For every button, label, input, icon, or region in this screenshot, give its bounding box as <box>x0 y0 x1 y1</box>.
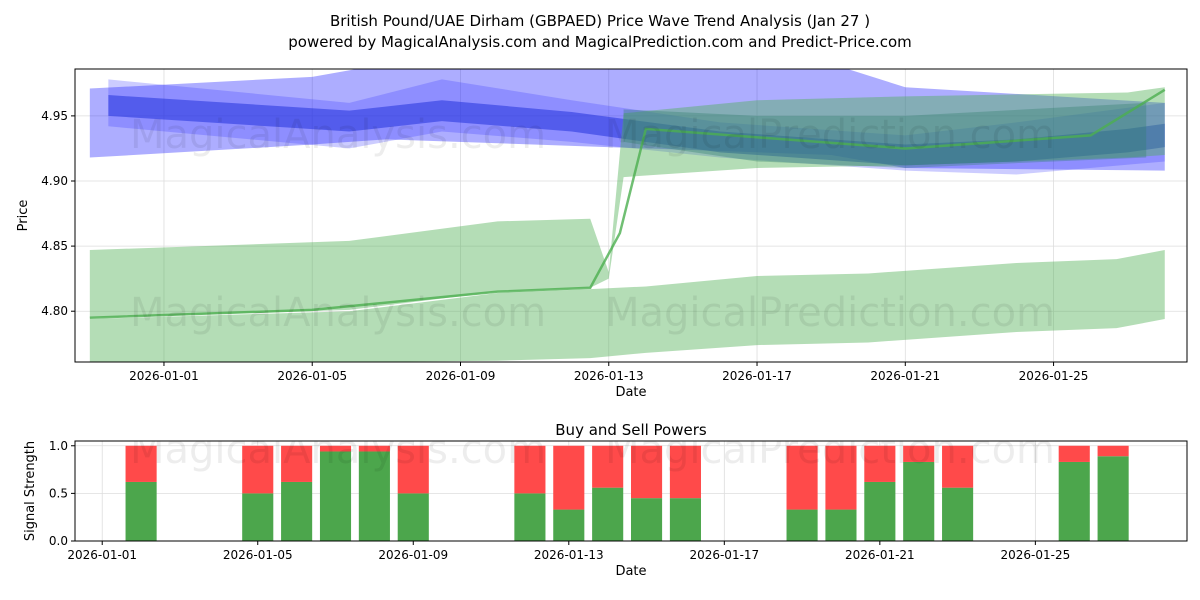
x-tick-label: 2026-01-17 <box>722 369 792 383</box>
x-tick-label: 2026-01-25 <box>1019 369 1089 383</box>
sell-bar <box>125 445 157 482</box>
sell-bar <box>397 445 429 494</box>
band-green-lower <box>89 250 1165 362</box>
buy-bar <box>242 493 274 541</box>
y-tick-label: 0.5 <box>49 486 68 500</box>
watermark: MagicalAnalysis.com <box>130 427 546 473</box>
y-axis-label: Signal Strength <box>23 441 38 541</box>
band-green-overlap <box>623 102 1147 168</box>
sell-bar <box>319 445 352 452</box>
sell-bar <box>358 445 390 452</box>
sell-bar <box>281 445 313 482</box>
y-tick-label: 4.90 <box>41 174 68 188</box>
axes-frame <box>74 68 1188 363</box>
chart-title: British Pound/UAE Dirham (GBPAED) Price … <box>330 12 870 30</box>
y-axis-label: Price <box>16 200 31 232</box>
watermark: MagicalPrediction.com <box>605 112 1055 158</box>
watermark: MagicalAnalysis.com <box>130 290 546 336</box>
watermark: MagicalPrediction.com <box>605 427 1055 473</box>
x-tick-label: 2026-01-05 <box>223 548 293 562</box>
x-tick-label: 2026-01-21 <box>845 548 915 562</box>
sell-bar <box>242 445 274 494</box>
buy-bar <box>514 493 546 541</box>
x-tick-label: 2026-01-13 <box>534 548 604 562</box>
x-axis-label: Date <box>615 564 646 579</box>
sell-bar <box>1097 445 1129 457</box>
buy-bar <box>592 487 624 541</box>
y-tick-label: 4.95 <box>41 109 68 123</box>
sell-bar <box>553 445 585 510</box>
x-tick-label: 2026-01-01 <box>129 369 199 383</box>
buy-bar <box>669 498 701 541</box>
x-tick-label: 2026-01-21 <box>870 369 940 383</box>
sell-bar <box>786 445 818 510</box>
line-green-trend <box>89 88 1166 319</box>
x-axis-label: Date <box>615 385 646 400</box>
band-green-upper <box>89 87 1165 318</box>
sell-bar <box>903 445 935 462</box>
x-tick-label: 2026-01-17 <box>689 548 759 562</box>
watermark: MagicalPrediction.com <box>605 290 1055 336</box>
buy-bar <box>864 481 896 541</box>
y-tick-label: 4.80 <box>41 304 68 318</box>
buy-bar <box>786 509 818 541</box>
subplot-title: Buy and Sell Powers <box>555 421 707 439</box>
buy-bar <box>1058 461 1090 541</box>
watermark: MagicalAnalysis.com <box>130 112 546 158</box>
buy-bar <box>125 481 157 541</box>
sell-bar <box>669 445 701 499</box>
x-tick-label: 2026-01-25 <box>1000 548 1070 562</box>
y-tick-label: 1.0 <box>49 439 68 453</box>
plot-area: MagicalAnalysis.com MagicalPrediction.com… <box>89 69 1166 362</box>
buy-bar <box>631 498 663 541</box>
buy-bar <box>942 487 974 541</box>
sell-bar <box>864 445 896 482</box>
y-tick-label: 4.85 <box>41 239 68 253</box>
sell-bar <box>592 445 624 488</box>
sell-bar <box>631 445 663 499</box>
sell-bar <box>514 445 546 494</box>
plot-area: MagicalAnalysis.com MagicalPrediction.com <box>125 427 1129 541</box>
sell-bar <box>1058 445 1090 462</box>
sell-bar <box>825 445 857 510</box>
buy-bar <box>1097 456 1129 541</box>
x-tick-label: 2026-01-01 <box>67 548 137 562</box>
buy-bar <box>397 493 429 541</box>
axes-frame <box>74 440 1188 542</box>
buy-bar <box>553 509 585 541</box>
buy-bar <box>319 451 352 541</box>
buy-bar <box>825 509 857 541</box>
x-tick-label: 2026-01-05 <box>277 369 347 383</box>
chart-subtitle: powered by MagicalAnalysis.com and Magic… <box>288 33 912 51</box>
buy-bar <box>358 451 390 541</box>
y-tick-label: 0.0 <box>49 534 68 548</box>
sell-bar <box>942 445 974 488</box>
x-tick-label: 2026-01-09 <box>426 369 496 383</box>
x-tick-label: 2026-01-13 <box>574 369 644 383</box>
buy-bar <box>903 461 935 541</box>
x-tick-label: 2026-01-09 <box>378 548 448 562</box>
buy-bar <box>281 481 313 541</box>
